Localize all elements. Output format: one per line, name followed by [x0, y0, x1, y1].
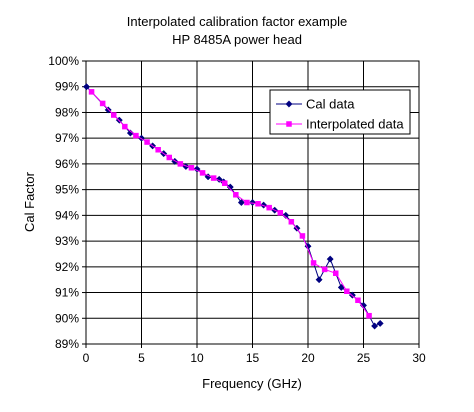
y-tick-label: 98% — [55, 105, 79, 119]
data-point — [333, 270, 339, 276]
data-point — [233, 192, 239, 198]
series-square-group — [88, 89, 372, 319]
data-point — [344, 288, 350, 295]
data-point — [188, 165, 195, 171]
y-tick-label: 96% — [55, 157, 79, 171]
data-point — [177, 161, 184, 167]
data-point — [244, 199, 250, 206]
x-tick-label: 30 — [412, 351, 426, 365]
data-point — [277, 210, 283, 216]
data-point — [310, 260, 317, 266]
data-point — [199, 170, 206, 176]
legend-swatch-marker — [285, 100, 293, 108]
y-tick-label: 97% — [55, 131, 79, 145]
data-point — [315, 276, 323, 284]
data-point — [266, 204, 272, 211]
data-point — [355, 297, 361, 304]
legend-box — [269, 89, 411, 135]
x-tick-label: 0 — [83, 351, 90, 365]
data-point — [111, 112, 117, 118]
y-tick-label: 91% — [55, 286, 79, 300]
chart-subtitle: HP 8485A power head — [172, 32, 302, 47]
legend-label: Cal data — [306, 97, 355, 112]
data-point — [282, 211, 290, 219]
y-tick-label: 95% — [55, 183, 79, 197]
series-layer — [83, 83, 384, 330]
y-axis-ticks: 89% 90% 91% 92% 93% 94% 95% 96% 97% 98% 99% 100% — [48, 54, 86, 351]
data-point — [122, 123, 128, 130]
y-axis-label: Cal Factor — [22, 171, 37, 232]
x-axis-ticks: 0 5 10 15 20 25 30 — [83, 344, 426, 365]
y-tick-label: 100% — [48, 54, 79, 68]
data-point — [366, 312, 372, 319]
data-point — [326, 255, 334, 263]
data-point — [126, 129, 134, 137]
x-tick-label: 10 — [190, 351, 204, 365]
data-point — [248, 198, 257, 207]
chart-title: Interpolated calibration factor example — [127, 14, 347, 29]
data-point — [88, 89, 95, 95]
x-tick-label: 25 — [357, 351, 371, 365]
data-point — [288, 219, 295, 225]
legend-entry: Cal data — [276, 97, 355, 112]
data-point — [299, 233, 306, 239]
x-tick-label: 20 — [301, 351, 315, 365]
data-point — [144, 139, 150, 145]
data-point — [99, 100, 106, 107]
data-point — [83, 83, 91, 91]
data-point — [222, 180, 228, 186]
data-point — [376, 319, 384, 327]
x-tick-label: 5 — [138, 351, 145, 365]
y-tick-label: 89% — [55, 337, 79, 351]
data-point — [210, 175, 217, 181]
data-point — [133, 132, 139, 139]
legend-entry: Interpolated data — [276, 117, 404, 132]
y-tick-label: 90% — [55, 311, 79, 325]
y-tick-label: 99% — [55, 80, 79, 94]
y-tick-label: 92% — [55, 260, 79, 274]
x-tick-label: 15 — [246, 351, 260, 365]
legend-swatch-marker — [286, 121, 292, 127]
y-tick-label: 93% — [55, 234, 79, 248]
y-tick-label: 94% — [55, 208, 79, 222]
legend: Cal data Interpolated data — [269, 89, 411, 135]
data-point — [237, 198, 245, 207]
data-point — [166, 154, 172, 161]
legend-label: Interpolated data — [306, 117, 404, 132]
data-point — [226, 183, 234, 191]
data-point — [371, 322, 379, 330]
x-axis-label: Frequency (GHz) — [202, 376, 302, 391]
data-point — [321, 266, 328, 273]
data-point — [255, 201, 261, 207]
data-point — [155, 147, 161, 153]
